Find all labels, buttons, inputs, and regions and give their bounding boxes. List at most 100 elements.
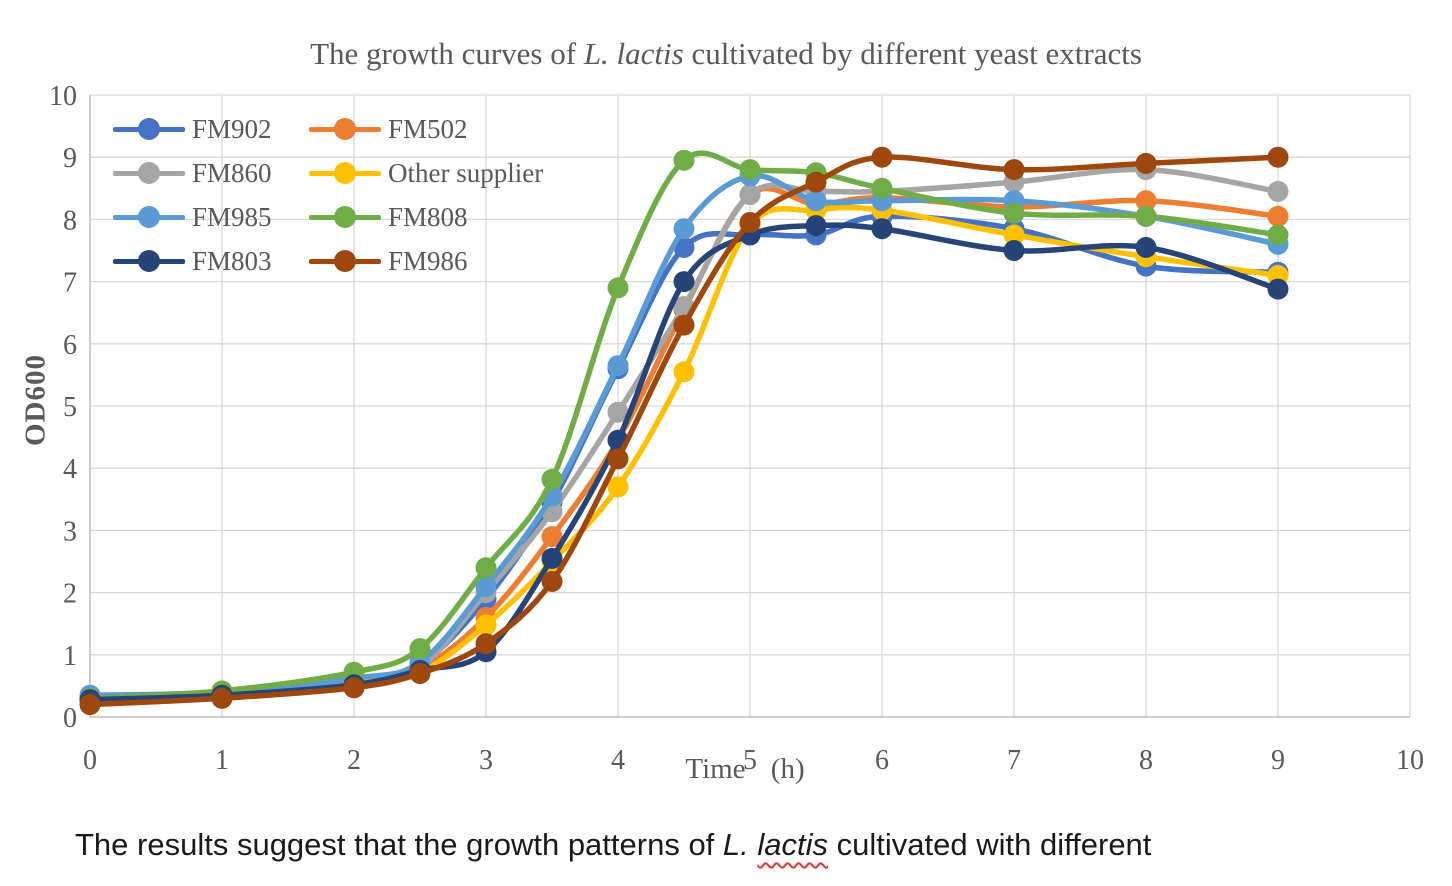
legend-item-fm986: FM986 [309,239,543,283]
x-tick-label: 6 [875,745,889,776]
data-point-fm502 [1267,205,1289,227]
data-point-fm808 [871,177,893,199]
caption-suffix: cultivated with different [828,827,1152,862]
data-point-fm860 [607,401,629,423]
x-tick-label: 2 [347,745,361,776]
data-point-fm808 [607,277,629,299]
data-point-fm986 [607,448,629,470]
data-point-other-supplier [475,614,497,636]
data-point-fm986 [1267,146,1289,168]
legend-item-fm985: FM985 [113,195,309,239]
x-tick-label: 9 [1271,745,1285,776]
legend-label: FM803 [192,245,272,276]
series-fm803 [79,215,1289,711]
legend-item-fm860: FM860 [113,151,309,195]
series-fm808 [79,149,1289,709]
y-tick-label: 8 [63,205,77,236]
data-point-fm808 [739,159,761,181]
data-point-fm986 [1003,159,1025,181]
legend-item-fm502: FM502 [309,107,543,151]
legend-marker-icon [309,118,381,140]
data-point-fm502 [541,526,563,548]
plot-area: 0 1 2 3 4 5 6 7 8 9 10 0 1 2 3 4 5 6 7 8 9 10 [49,81,1424,776]
caption-species-spellcheck: lactis [757,827,829,862]
x-tick-label: 10 [1396,745,1424,776]
legend-item-other-supplier: Other supplier [309,151,543,195]
y-tick-label: 10 [49,81,77,112]
legend-label: FM502 [388,113,468,144]
data-point-fm803 [805,215,827,237]
x-tick-label: 5 [743,745,757,776]
legend-marker-icon [309,250,381,272]
legend-label: Other supplier [388,157,544,188]
y-tick-label: 3 [63,516,77,547]
data-point-fm860 [1267,180,1289,202]
legend-marker-icon [113,250,185,272]
data-point-fm986 [805,171,827,193]
data-point-fm986 [1135,152,1157,174]
data-point-fm986 [79,694,101,716]
data-point-fm986 [343,677,365,699]
axis-lines [89,95,1410,718]
legend-marker-icon [113,118,185,140]
x-tick-labels: 0 1 2 3 4 5 6 7 8 9 10 [83,745,1424,776]
data-point-fm803 [673,271,695,293]
legend-item-fm803: FM803 [113,239,309,283]
data-point-fm986 [673,314,695,336]
x-tick-label: 3 [479,745,493,776]
y-tick-label: 0 [63,703,77,734]
chart-title-species-italic: L. lactis [583,36,684,71]
data-point-fm803 [1267,278,1289,300]
x-tick-label: 0 [83,745,97,776]
data-point-fm502 [1135,190,1157,212]
data-point-fm985 [607,355,629,377]
caption-prefix: The results suggest that the growth patt… [75,827,723,862]
data-point-other-supplier [673,361,695,383]
data-point-fm986 [541,570,563,592]
chart-title-prefix: The growth curves of [310,36,584,71]
legend-marker-icon [113,162,185,184]
data-point-fm808 [673,149,695,171]
data-point-fm808 [1135,205,1157,227]
data-point-other-supplier [1003,224,1025,246]
data-point-fm985 [475,575,497,597]
y-tick-label: 1 [63,641,77,672]
y-tick-label: 9 [63,143,77,174]
legend-label: FM986 [388,245,468,276]
legend-item-fm902: FM902 [113,107,309,151]
legend-label: FM808 [388,201,468,232]
y-tick-labels: 0 1 2 3 4 5 6 7 8 9 10 [49,81,77,734]
data-point-fm808 [475,557,497,579]
data-point-fm985 [805,190,827,212]
data-point-fm803 [1135,236,1157,258]
legend: FM902 FM502 FM860 Other supplier FM985 FM808 F… [113,107,543,283]
x-tick-label: 4 [611,745,625,776]
legend-marker-icon [113,206,185,228]
data-point-fm986 [409,663,431,684]
y-tick-label: 2 [63,579,77,610]
data-point-fm860 [739,184,761,205]
data-point-fm808 [1267,224,1289,246]
x-tick-label: 7 [1007,745,1021,776]
caption-text: The results suggest that the growth patt… [75,827,1151,863]
data-point-fm808 [541,468,563,490]
data-point-fm803 [541,547,563,569]
data-point-other-supplier [607,476,629,498]
x-tick-label: 8 [1139,745,1153,776]
x-tick-label: 1 [215,745,229,776]
data-point-fm986 [871,146,893,168]
data-point-fm986 [475,633,497,655]
y-tick-label: 7 [63,268,77,299]
y-tick-label: 5 [63,392,77,423]
data-point-fm803 [871,218,893,240]
legend-marker-icon [309,206,381,228]
chart-title-suffix: cultivated by different yeast extracts [683,36,1142,71]
data-point-fm985 [673,218,695,240]
legend-label: FM860 [192,157,272,188]
chart-title: The growth curves of L. lactis cultivate… [0,36,1452,72]
y-tick-label: 4 [63,454,77,485]
data-point-fm803 [1003,240,1025,261]
data-point-fm986 [211,687,233,709]
data-point-fm986 [739,212,761,233]
